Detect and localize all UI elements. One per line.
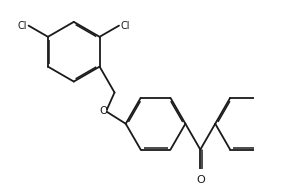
Text: Cl: Cl <box>17 21 27 31</box>
Text: Cl: Cl <box>121 21 130 31</box>
Text: O: O <box>100 106 108 116</box>
Text: O: O <box>196 175 205 185</box>
